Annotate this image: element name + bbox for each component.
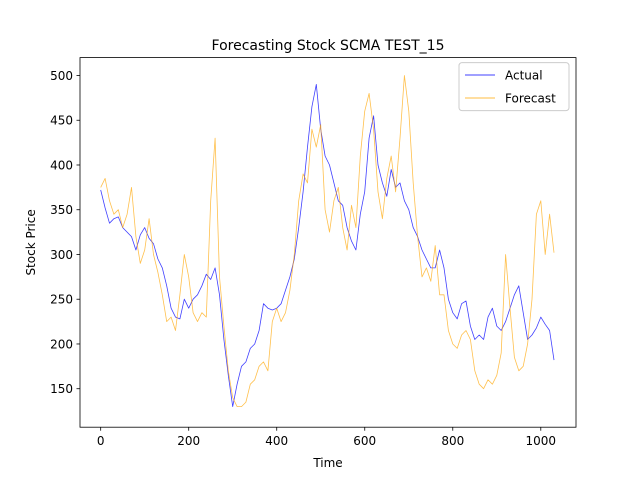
y-tick-label: 200	[50, 337, 73, 351]
legend-label-actual: Actual	[505, 69, 543, 83]
series-line-forecast	[100, 75, 555, 407]
chart-title: Forecasting Stock SCMA TEST_15	[212, 38, 445, 54]
axes-frame	[79, 57, 577, 428]
y-tick-label: 500	[50, 69, 73, 83]
y-axis-label: Stock Price	[24, 209, 38, 275]
y-tick-label: 350	[50, 203, 73, 217]
x-axis: 0 200 400 600 800 1000	[97, 427, 556, 448]
legend: Actual Forecast	[458, 62, 570, 112]
y-axis: 150 200 250 300 350 400 450 500	[50, 69, 80, 396]
y-tick-label: 450	[50, 114, 73, 128]
x-tick-label: 600	[353, 434, 376, 448]
y-tick-label: 300	[50, 248, 73, 262]
x-tick-label: 800	[441, 434, 464, 448]
x-tick-label: 200	[177, 434, 200, 448]
legend-label-forecast: Forecast	[505, 92, 556, 106]
x-tick-label: 0	[97, 434, 105, 448]
y-tick-label: 150	[50, 382, 73, 396]
y-tick-label: 250	[50, 293, 73, 307]
plot-area	[80, 57, 576, 428]
series-line-actual	[100, 84, 555, 407]
x-tick-label: 1000	[526, 434, 557, 448]
x-tick-label: 400	[265, 434, 288, 448]
series-layer	[100, 75, 555, 407]
x-axis-label: Time	[312, 456, 342, 470]
y-tick-label: 400	[50, 158, 73, 172]
